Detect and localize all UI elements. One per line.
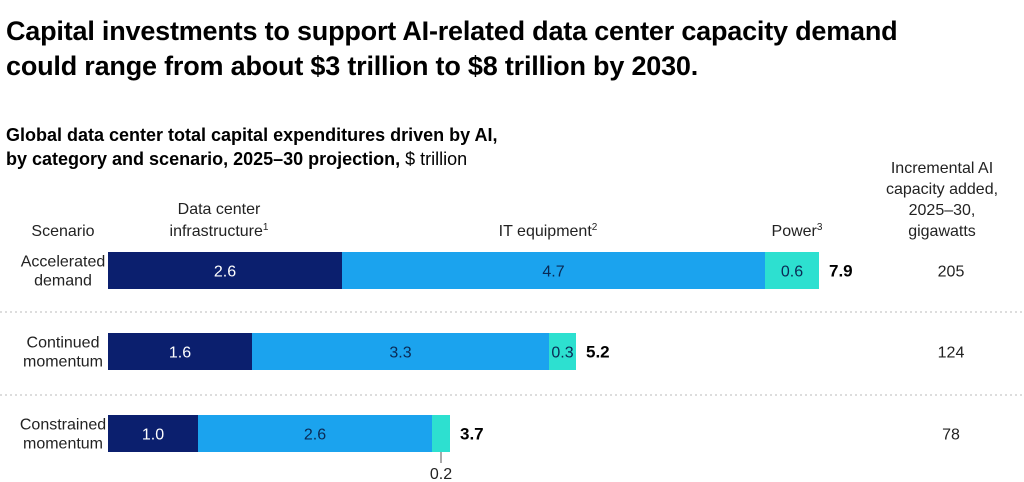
power-header: Power3 (772, 222, 823, 240)
it-equipment-footnote: 2 (592, 222, 598, 233)
infrastructure-footnote: 1 (263, 222, 269, 233)
segment-value-label: 2.6 (304, 427, 326, 444)
infrastructure-header: infrastructure1 (170, 222, 269, 240)
segment-value-label: 1.0 (142, 427, 164, 444)
subtitle-line-2-text: by category and scenario, 2025–30 projec… (6, 149, 401, 169)
scenario-label-line-2: momentum (23, 436, 103, 453)
bar-segment-power (549, 333, 576, 370)
capacity-header-line-1: Incremental AI (890, 160, 994, 177)
total-value-label: 7.9 (829, 262, 853, 281)
bar-segment-infrastructure (108, 252, 342, 289)
infrastructure-header-line-2: infrastructure (170, 223, 263, 240)
title-line-1: Capital investments to support AI-relate… (6, 16, 898, 46)
bar-segment-it-equipment (252, 333, 549, 370)
capacity-header-line-2: capacity added, (885, 181, 999, 198)
scenario-label-line-1: Accelerated (21, 254, 106, 271)
bar-segment-power (765, 252, 819, 289)
bar-segment-it-equipment (342, 252, 765, 289)
total-value-label: 5.2 (586, 343, 610, 362)
segment-value-label: 3.3 (389, 345, 411, 362)
segment-value-label: 1.6 (169, 345, 191, 362)
capacity-column-header: Incremental AI capacity added, 2025–30, … (872, 158, 1012, 242)
subtitle-line-1: Global data center total capital expendi… (6, 125, 498, 145)
scenario-label-line-1: Constrained (20, 417, 106, 434)
capacity-header-line-4: gigawatts (908, 223, 976, 240)
scenario-label-line-2: demand (34, 273, 92, 290)
power-header-label: Power (772, 223, 818, 240)
segment-value-label: 2.6 (214, 264, 236, 281)
chart-subtitle: Global data center total capital expendi… (6, 123, 626, 171)
power-footnote: 3 (817, 222, 823, 233)
chart-title: Capital investments to support AI-relate… (6, 14, 1006, 84)
scenario-label-line-1: Continued (27, 335, 100, 352)
bar-segment-infrastructure (108, 333, 252, 370)
scenario-header: Scenario (31, 223, 94, 240)
subtitle-unit: $ trillion (400, 149, 468, 169)
capacity-gw-value: 78 (942, 427, 960, 444)
bar-segment-power (432, 415, 450, 452)
title-line-2: could range from about $3 trillion to $8… (6, 51, 699, 81)
it-equipment-header-label: IT equipment (499, 223, 593, 240)
segment-value-label: 4.7 (542, 264, 564, 281)
capacity-gw-value: 124 (938, 345, 965, 362)
infrastructure-header-line-1: Data center (178, 201, 261, 218)
segment-value-label: 0.6 (781, 264, 803, 281)
scenario-label-line-2: momentum (23, 354, 103, 371)
it-equipment-header: IT equipment2 (499, 222, 598, 240)
capacity-header-line-3: 2025–30, (908, 202, 976, 219)
bar-segment-infrastructure (108, 415, 198, 452)
bar-segment-it-equipment (198, 415, 432, 452)
capacity-gw-value: 205 (938, 264, 965, 281)
bars-layer: Accelerated demand 2.6 4.7 0.6 7.9 205 Continue… (0, 252, 1024, 482)
segment-value-label: 0.3 (551, 345, 573, 362)
total-value-label: 3.7 (460, 425, 484, 444)
subtitle-line-2: by category and scenario, 2025–30 projec… (6, 147, 626, 171)
segment-value-label: 0.2 (430, 466, 452, 482)
